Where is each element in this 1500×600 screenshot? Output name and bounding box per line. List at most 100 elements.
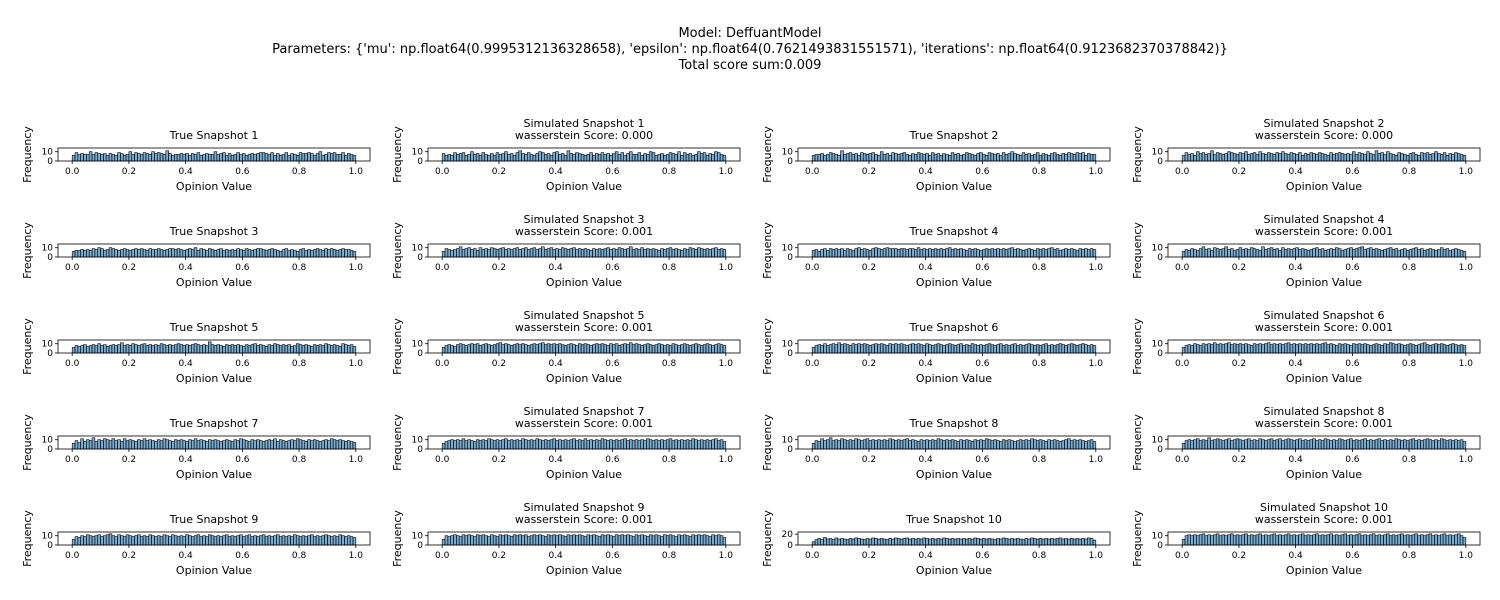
histogram-bar	[74, 345, 79, 354]
histogram-bar	[549, 344, 554, 354]
histogram-bar	[1371, 154, 1376, 162]
histogram-bar	[1027, 538, 1031, 546]
histogram-bar	[137, 249, 141, 258]
histogram-bar	[458, 440, 463, 450]
histogram-bar	[814, 539, 819, 546]
histogram-bar	[498, 440, 503, 450]
histogram-bar	[1258, 438, 1262, 450]
histogram-bar	[597, 344, 602, 354]
subplot-score: wasserstein Score: 0.001	[1255, 513, 1393, 526]
histogram-bar	[1230, 533, 1234, 546]
histogram-bar	[512, 534, 517, 546]
histogram-bar	[1281, 344, 1285, 354]
histogram-bar	[193, 343, 198, 354]
histogram-bar	[1038, 345, 1043, 354]
histogram-bar	[1247, 154, 1251, 162]
histogram-bar	[478, 535, 483, 546]
histogram-bar	[284, 536, 289, 546]
histogram-bar	[1332, 439, 1336, 450]
histogram-bar	[595, 343, 599, 354]
histogram-bar	[352, 346, 357, 354]
histogram-bar	[1047, 248, 1051, 258]
histogram-bar	[1431, 535, 1435, 546]
histogram-bar	[293, 534, 297, 546]
histogram-bar	[1266, 342, 1271, 354]
histogram-bar	[902, 152, 907, 162]
histogram-bar	[467, 344, 471, 354]
histogram-bar	[1269, 153, 1274, 162]
histogram-bar	[1283, 249, 1288, 258]
histogram-bar	[475, 534, 480, 546]
x-tick-label: 0.4	[548, 551, 563, 561]
histogram-bar	[176, 248, 181, 258]
histogram-bar	[1445, 345, 1450, 354]
histogram-bar	[120, 153, 124, 162]
histogram-bar	[851, 250, 856, 258]
histogram-bar	[572, 534, 576, 546]
histogram-bar	[518, 440, 522, 450]
histogram-bar	[1047, 345, 1051, 354]
axes-frame	[57, 531, 371, 546]
histogram-bar	[461, 534, 466, 546]
histogram-bar	[456, 154, 460, 162]
histogram-bar	[1092, 345, 1097, 354]
histogram-bar	[478, 247, 483, 258]
histogram-bar	[108, 533, 113, 546]
histogram-bar	[654, 534, 659, 546]
histogram-bar	[1286, 248, 1291, 258]
histogram-bar	[1312, 248, 1316, 258]
histogram-bar	[1306, 154, 1311, 162]
histogram-bar	[1013, 153, 1017, 162]
histogram-bar	[475, 250, 480, 258]
histogram-bar	[456, 439, 460, 450]
histogram-bar	[117, 344, 121, 354]
histogram-bar	[1306, 534, 1311, 546]
histogram-bar	[1309, 439, 1313, 450]
histogram-bar	[173, 154, 178, 162]
histogram-bar	[928, 248, 932, 258]
histogram-bar	[566, 534, 571, 546]
histogram-bar	[216, 344, 220, 354]
histogram-bar	[1357, 343, 1362, 354]
histogram-bar	[114, 536, 118, 546]
histogram-bar	[213, 250, 218, 258]
histogram-bar	[583, 155, 588, 162]
histogram-bar	[1349, 247, 1353, 258]
histogram-bar	[284, 345, 289, 354]
histogram-bar	[327, 344, 331, 354]
histogram-bar	[182, 536, 186, 546]
histogram-bar	[831, 343, 836, 354]
histogram-bar	[563, 248, 568, 258]
histogram-bar	[287, 440, 291, 450]
histogram-bar	[1021, 440, 1026, 450]
histogram-bar	[843, 250, 847, 258]
histogram-bar	[1462, 251, 1467, 258]
histogram-bar	[1215, 248, 1220, 258]
histogram-bar	[1340, 439, 1345, 450]
histogram-bar	[928, 440, 932, 450]
histogram-bar	[1451, 154, 1455, 162]
histogram-bar	[1451, 440, 1455, 450]
histogram-bar	[623, 438, 627, 450]
histogram-bar	[352, 537, 357, 546]
axes-frame	[797, 435, 1111, 450]
histogram-bar	[543, 154, 548, 162]
histogram-bar	[490, 247, 494, 258]
histogram-bar	[871, 344, 875, 354]
histogram-bar	[1249, 345, 1254, 354]
x-tick-label: 0.2	[862, 551, 876, 561]
histogram-bar	[663, 249, 667, 258]
histogram-bar	[660, 439, 664, 450]
histogram-bar	[205, 250, 209, 258]
histogram-bar	[507, 440, 511, 450]
histogram-bar	[575, 535, 579, 546]
histogram-bar	[682, 343, 687, 354]
histogram-bar	[253, 440, 257, 450]
histogram-bar	[526, 249, 531, 258]
histogram-bar	[1326, 249, 1330, 258]
histogram-bar	[456, 248, 460, 258]
histogram-bar	[609, 343, 613, 354]
histogram-bar	[882, 344, 887, 354]
histogram-bar	[524, 154, 528, 162]
histogram-bar	[261, 534, 266, 546]
